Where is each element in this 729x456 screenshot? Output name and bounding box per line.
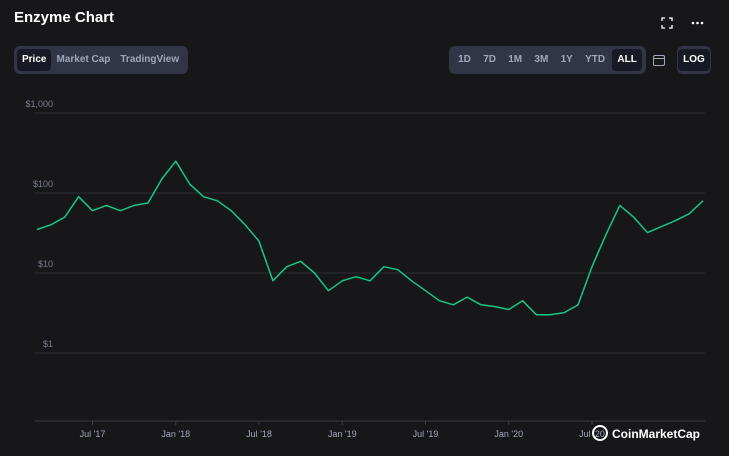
button[interactable]: 1M xyxy=(508,54,523,65)
x-tick-label: Jul '17 xyxy=(80,429,106,439)
button[interactable]: YTD xyxy=(585,54,606,65)
button[interactable]: 3M xyxy=(534,54,549,65)
x-tick-label: Jul '19 xyxy=(413,429,439,439)
chart-title: Enzyme Chart xyxy=(14,9,115,26)
y-tick-label: $10 xyxy=(38,259,53,269)
x-tick-label: Jul '20 xyxy=(579,429,605,439)
watermark-logo xyxy=(592,425,608,441)
button[interactable]: TradingView xyxy=(120,54,180,65)
range-group: 1D 7D 1M 3M 1Y YTD ALL xyxy=(449,46,646,74)
y-tick-label: $1,000 xyxy=(25,99,53,109)
log-group: LOG xyxy=(677,46,711,74)
header-icons[interactable] xyxy=(659,14,709,32)
x-tick-label: Jan '19 xyxy=(328,429,357,439)
button[interactable]: ALL xyxy=(612,49,642,71)
price-line xyxy=(36,160,704,316)
button[interactable]: LOG xyxy=(678,49,710,71)
button[interactable]: Price xyxy=(17,49,52,71)
button[interactable]: 7D xyxy=(483,54,496,65)
button[interactable]: 1D xyxy=(458,54,471,65)
y-tick-label: $100 xyxy=(33,179,53,189)
x-tick-label: Jul '18 xyxy=(246,429,272,439)
y-tick-label: $1 xyxy=(43,339,53,349)
tab-group: Price Market Cap TradingView xyxy=(14,46,188,74)
x-tick-label: Jan '20 xyxy=(494,429,523,439)
button[interactable]: 1Y xyxy=(560,54,573,65)
calendar-icon[interactable] xyxy=(652,53,666,67)
x-tick-label: Jan '18 xyxy=(161,429,190,439)
watermark-text: CoinMarketCap xyxy=(612,427,700,441)
button[interactable]: Market Cap xyxy=(56,54,111,65)
